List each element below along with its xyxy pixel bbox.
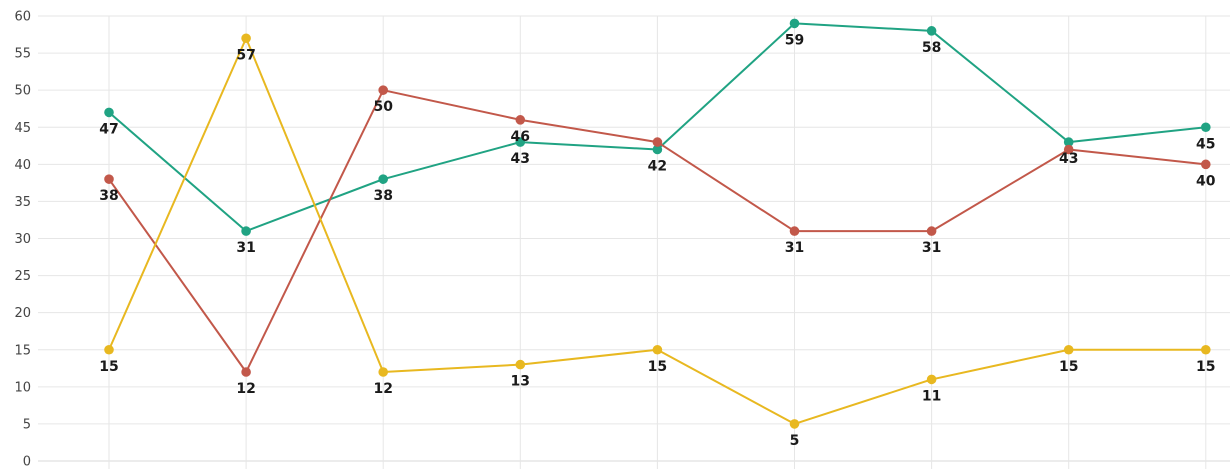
data-label: 45 bbox=[1196, 136, 1215, 152]
data-label: 43 bbox=[1059, 151, 1078, 167]
data-label: 12 bbox=[236, 381, 255, 397]
y-tick-label: 15 bbox=[14, 343, 31, 358]
y-tick-label: 10 bbox=[14, 380, 31, 395]
series-3-point bbox=[1201, 344, 1211, 355]
series-1-point bbox=[652, 144, 663, 155]
data-label: 40 bbox=[1196, 173, 1216, 189]
data-label: 38 bbox=[373, 188, 392, 204]
series-2-point bbox=[1201, 159, 1211, 170]
series-1-point bbox=[241, 226, 251, 236]
series-2-point bbox=[652, 137, 663, 147]
data-label: 59 bbox=[785, 32, 804, 48]
series-2-point bbox=[104, 174, 114, 184]
series-3-point bbox=[652, 344, 663, 355]
data-label: 13 bbox=[511, 374, 530, 390]
data-label: 15 bbox=[99, 359, 118, 375]
series-1-point bbox=[1201, 122, 1211, 133]
y-tick-label: 60 bbox=[14, 10, 31, 25]
data-label: 58 bbox=[922, 40, 941, 56]
data-label: 11 bbox=[922, 388, 941, 404]
axis-layer: 0 5 10 15 20 25 30 35 40 45 50 55 60 bbox=[14, 10, 31, 470]
series-1-point bbox=[104, 107, 114, 118]
y-tick-label: 25 bbox=[14, 269, 31, 284]
data-label: 15 bbox=[1059, 359, 1078, 375]
series-3-point bbox=[1063, 344, 1074, 355]
data-label: 31 bbox=[785, 240, 804, 256]
data-label: 46 bbox=[511, 129, 530, 145]
series-2-point bbox=[926, 226, 937, 236]
series-3-point bbox=[378, 367, 389, 377]
series-2-point bbox=[515, 115, 526, 125]
data-label: 43 bbox=[511, 151, 530, 167]
series-1-point bbox=[515, 137, 526, 147]
series-2-point bbox=[1063, 144, 1074, 155]
y-tick-label: 20 bbox=[14, 306, 31, 321]
data-label: 15 bbox=[1196, 359, 1215, 375]
data-label: 47 bbox=[99, 121, 118, 137]
data-label: 57 bbox=[236, 47, 255, 63]
series-1-point bbox=[1063, 137, 1074, 147]
series-3-point bbox=[104, 344, 114, 355]
series-points bbox=[104, 18, 1211, 429]
series-3-point bbox=[789, 419, 800, 429]
data-labels: 47 31 38 43 42 59 58 43 45 38 12 50 46 31 31 40 15 57 12 13… bbox=[99, 32, 1216, 449]
data-label: 15 bbox=[648, 359, 667, 375]
series-1-point bbox=[378, 174, 389, 184]
data-label: 12 bbox=[373, 381, 392, 397]
series-3-point bbox=[926, 374, 937, 385]
series-3-point bbox=[241, 33, 251, 44]
series-1-point bbox=[926, 26, 937, 36]
y-tick-label: 45 bbox=[14, 121, 31, 136]
data-label: 31 bbox=[922, 240, 941, 256]
y-tick-label: 5 bbox=[23, 417, 31, 432]
data-label: 5 bbox=[790, 433, 800, 449]
data-label: 31 bbox=[236, 240, 255, 256]
y-tick-label: 35 bbox=[14, 195, 31, 210]
series-3-point bbox=[515, 359, 526, 370]
y-tick-label: 40 bbox=[14, 158, 31, 173]
y-tick-label: 30 bbox=[14, 232, 31, 247]
data-label: 38 bbox=[99, 188, 118, 204]
y-tick-label: 0 bbox=[23, 455, 31, 470]
series-2-point bbox=[378, 85, 389, 95]
y-tick-label: 55 bbox=[14, 47, 31, 62]
data-label: 50 bbox=[373, 99, 393, 115]
series-1-point bbox=[789, 18, 800, 29]
y-tick-label: 50 bbox=[14, 84, 31, 99]
data-label: 42 bbox=[648, 159, 667, 175]
series-2-point bbox=[241, 367, 251, 377]
grid-layer bbox=[38, 15, 1230, 469]
series-2-point bbox=[789, 226, 800, 236]
